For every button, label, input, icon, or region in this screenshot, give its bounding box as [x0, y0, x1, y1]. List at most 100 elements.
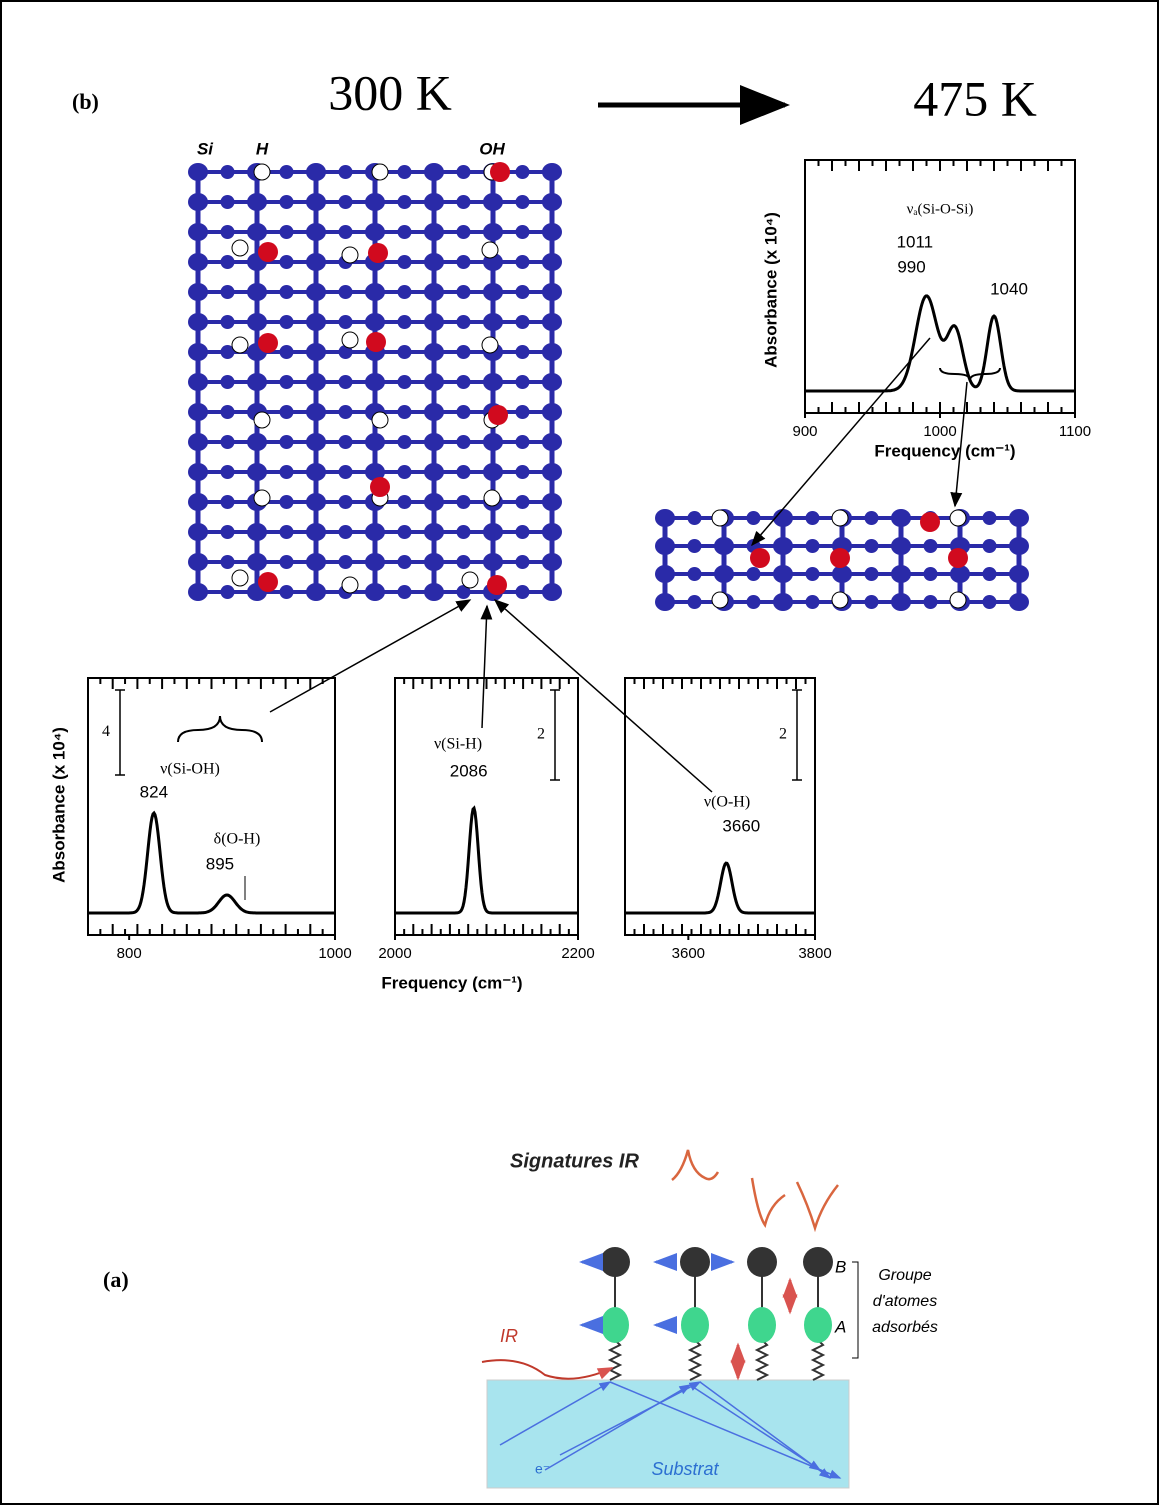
x-axis-title: Frequency (cm⁻¹) [381, 973, 522, 992]
h-atom [950, 592, 966, 608]
si-atom [424, 163, 444, 181]
si-atom [280, 225, 294, 239]
x-axis-title: Frequency (cm⁻¹) [874, 441, 1015, 460]
si-atom [424, 343, 444, 361]
spectrum-curve [625, 863, 815, 913]
si-atom [773, 593, 793, 611]
si-atom [1009, 537, 1029, 555]
atom-a [681, 1307, 709, 1343]
mode-label: ν(Si-OH) [160, 761, 220, 778]
si-atom [365, 193, 385, 211]
o-atom [258, 333, 278, 353]
si-atom [188, 193, 208, 211]
si-atom [221, 315, 235, 329]
si-atom [398, 555, 412, 569]
si-atom [306, 313, 326, 331]
si-atom [188, 343, 208, 361]
si-atom [280, 195, 294, 209]
si-atom [457, 435, 471, 449]
si-atom [516, 315, 530, 329]
si-atom [306, 493, 326, 511]
si-atom [1009, 509, 1029, 527]
y-axis-title: Absorbance (x 10⁴) [761, 212, 780, 368]
si-atom [188, 463, 208, 481]
spectrum-curve [395, 808, 578, 913]
ir-label: IR [500, 1326, 518, 1346]
h-atom [482, 242, 498, 258]
si-atom [516, 255, 530, 269]
mode-label: νₐ(Si-O-Si) [907, 201, 974, 217]
si-atom [983, 539, 997, 553]
schematic: Signatures IR IR Substrat e⁻ B A Groupe … [482, 1150, 938, 1488]
si-atom [247, 283, 267, 301]
si-atom [516, 585, 530, 599]
si-atom [424, 433, 444, 451]
si-atom [924, 539, 938, 553]
x-tick-label: 2200 [561, 945, 594, 962]
x-tick-label: 1000 [923, 423, 956, 440]
si-atom [516, 345, 530, 359]
si-atom [655, 537, 675, 555]
scale-bar [792, 690, 802, 780]
ir-signature [797, 1182, 838, 1228]
si-atom [280, 525, 294, 539]
si-atom [688, 539, 702, 553]
si-atom [221, 255, 235, 269]
h-atom [254, 490, 270, 506]
si-atom [483, 373, 503, 391]
arrow [495, 600, 712, 792]
mode-label: ν(O-H) [704, 794, 750, 811]
si-atom [339, 405, 353, 419]
o-atom [368, 243, 388, 263]
group-label: Groupe [878, 1267, 931, 1284]
si-atom [398, 315, 412, 329]
si-atom [714, 565, 734, 583]
si-atom [542, 523, 562, 541]
si-atom [280, 375, 294, 389]
si-atom [457, 345, 471, 359]
h-atom [254, 412, 270, 428]
panel-label: (a) [103, 1267, 129, 1292]
si-atom [188, 493, 208, 511]
si-atom [747, 595, 761, 609]
si-atom [398, 585, 412, 599]
atom-label: A [834, 1317, 846, 1336]
si-atom [655, 593, 675, 611]
si-atom [424, 223, 444, 241]
h-atom [232, 337, 248, 353]
si-atom [188, 283, 208, 301]
atom-b [803, 1247, 833, 1277]
lattice [188, 162, 1029, 611]
h-atom [950, 510, 966, 526]
mode-label: δ(O-H) [214, 831, 261, 848]
si-atom [306, 523, 326, 541]
si-atom [306, 253, 326, 271]
si-atom [655, 509, 675, 527]
si-atom [516, 465, 530, 479]
si-atom [339, 525, 353, 539]
figure: (b) (a) 300 K 475 K Si H OH 900100011009… [0, 0, 1160, 1506]
peak-label: 3660 [722, 816, 760, 835]
si-atom [398, 225, 412, 239]
si-atom [1009, 565, 1029, 583]
si-atom [339, 315, 353, 329]
si-atom [516, 405, 530, 419]
si-atom [306, 433, 326, 451]
h-atom [342, 577, 358, 593]
si-atom [457, 495, 471, 509]
x-tick-label: 2000 [378, 945, 411, 962]
si-atom [924, 595, 938, 609]
si-atom [542, 373, 562, 391]
si-atom [280, 555, 294, 569]
si-atom [398, 375, 412, 389]
si-atom [188, 373, 208, 391]
si-atom [542, 553, 562, 571]
si-atom [542, 463, 562, 481]
o-atom [490, 162, 510, 182]
o-atom [258, 242, 278, 262]
si-atom [280, 435, 294, 449]
si-atom [398, 405, 412, 419]
si-atom [188, 313, 208, 331]
si-atom [398, 195, 412, 209]
si-atom [424, 583, 444, 601]
